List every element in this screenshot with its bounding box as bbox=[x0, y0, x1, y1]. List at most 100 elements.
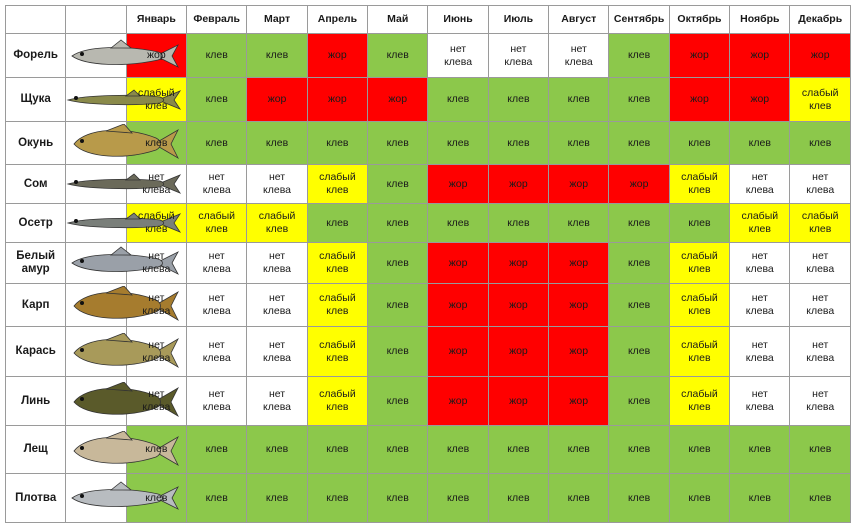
bite-status-label: клев bbox=[386, 256, 409, 269]
bite-status-label: клев bbox=[627, 491, 651, 504]
bite-status-cell: клев bbox=[487, 77, 550, 122]
bite-status-cell: клев bbox=[608, 242, 670, 284]
bite-status-label: клев bbox=[386, 216, 409, 229]
bite-status-label: клев bbox=[688, 216, 711, 229]
bite-status-label: клев bbox=[145, 136, 168, 149]
bite-status-cell: нет клева bbox=[186, 326, 248, 377]
bite-status-cell: клев bbox=[246, 425, 308, 474]
bite-status-cell: нет клева bbox=[186, 376, 248, 426]
bite-status-label: жор bbox=[750, 93, 770, 105]
fish-picture-cell bbox=[65, 326, 180, 377]
month-header: Ноябрь bbox=[729, 5, 791, 34]
bite-status-cell: нет клева bbox=[487, 33, 550, 78]
bite-status-label: клев bbox=[446, 216, 470, 229]
bite-status-label: нет клева bbox=[263, 388, 292, 413]
bite-status-label: нет клева bbox=[444, 42, 473, 68]
bite-status-label: жор bbox=[509, 298, 528, 311]
fish-row: Белый амур нет клева нет клева нет клева сла… bbox=[4, 242, 851, 284]
bite-status-label: слабый клев bbox=[138, 210, 175, 235]
bite-status-label: слабый клев bbox=[681, 338, 718, 364]
bite-status-cell: клев bbox=[427, 203, 489, 243]
bite-status-cell: слабый клев bbox=[729, 203, 791, 243]
bite-status-label: жор bbox=[267, 93, 287, 105]
fish-row: Осетр слабый клев слабый клев слабый клев кл… bbox=[4, 203, 851, 243]
bite-status-label: клев bbox=[205, 93, 228, 105]
bite-status-label: клев bbox=[627, 93, 651, 105]
bite-status-label: клев bbox=[386, 491, 409, 504]
bite-status-label: слабый клев bbox=[198, 210, 236, 235]
bite-status-label: нет клева bbox=[202, 171, 231, 196]
bite-status-label: жор bbox=[509, 394, 528, 407]
bite-status-cell: клев bbox=[729, 121, 791, 165]
bite-status-label: клев bbox=[326, 491, 349, 504]
bite-status-cell: слабый клев bbox=[668, 242, 731, 284]
bite-status-cell: клев bbox=[487, 473, 550, 523]
corner-cell bbox=[4, 5, 67, 34]
bite-status-label: жор bbox=[509, 256, 528, 269]
bite-status-label: слабый клев bbox=[741, 210, 779, 235]
bite-status-cell: клев bbox=[668, 121, 731, 165]
bite-status-cell: нет клева bbox=[186, 242, 248, 284]
carp-icon bbox=[73, 286, 180, 322]
bite-status-cell: клев bbox=[608, 425, 670, 474]
bite-status-label: нет клева bbox=[806, 250, 835, 275]
bite-status-cell: слабый клев bbox=[246, 203, 308, 243]
fish-row: Щука слабый клев клев жор жор жор клев клев клев… bbox=[4, 77, 851, 122]
bite-status-cell: клев bbox=[729, 473, 791, 523]
fish-name: Лещ bbox=[4, 425, 67, 474]
fish-picture-cell bbox=[65, 203, 182, 243]
bite-status-cell: нет клева bbox=[729, 376, 791, 426]
bite-status-label: нет клева bbox=[806, 292, 835, 317]
bite-status-cell: жор bbox=[548, 164, 610, 204]
bite-status-label: слабый клев bbox=[681, 388, 718, 413]
month-header: Январь bbox=[125, 5, 188, 34]
bite-status-cell: жор bbox=[427, 376, 489, 426]
bite-status-cell: жор bbox=[729, 77, 791, 122]
bite-status-label: клев bbox=[386, 49, 409, 61]
fish-name: Линь bbox=[4, 376, 67, 426]
bite-status-cell: нет клева bbox=[125, 164, 188, 204]
bite-status-label: клев bbox=[567, 216, 590, 229]
bite-status-cell: клев bbox=[125, 425, 188, 474]
bite-status-label: клев bbox=[326, 443, 349, 455]
bite-status-cell: клев bbox=[306, 121, 369, 165]
fish-picture-cell bbox=[65, 33, 180, 78]
bite-status-label: нет клева bbox=[745, 388, 774, 413]
fish-name: Карась bbox=[4, 326, 67, 377]
bite-status-label: клев bbox=[507, 136, 530, 149]
fish-picture-cell bbox=[65, 164, 182, 204]
bite-status-cell: клев bbox=[668, 203, 731, 243]
bite-status-label: клев bbox=[326, 216, 349, 229]
bite-status-cell: нет клева bbox=[729, 242, 791, 284]
bite-status-cell: жор bbox=[548, 326, 610, 377]
bite-status-label: клев bbox=[627, 298, 651, 311]
fish-row: Сом нет клева нет клева нет клева слабый кле… bbox=[4, 164, 851, 204]
bite-status-label: жор bbox=[810, 49, 830, 61]
bite-status-cell: жор bbox=[487, 164, 550, 204]
bite-status-cell: нет клева bbox=[729, 326, 791, 377]
fish-row: Лещ клев клев клев клев клев клев клев клев клев к… bbox=[4, 425, 851, 474]
bite-status-label: клев bbox=[205, 136, 228, 149]
bite-status-cell: клев bbox=[186, 77, 248, 122]
bite-status-label: клев bbox=[567, 443, 590, 455]
bite-status-label: жор bbox=[147, 49, 166, 61]
bite-status-label: клев bbox=[809, 443, 832, 455]
bite-status-cell: нет клева bbox=[125, 326, 188, 377]
bite-status-cell: жор bbox=[427, 283, 489, 327]
month-header: Июль bbox=[487, 5, 550, 34]
bite-status-label: клев bbox=[205, 443, 228, 455]
bite-status-label: жор bbox=[448, 256, 468, 269]
bite-status-label: клев bbox=[567, 136, 590, 149]
bite-status-label: нет клева bbox=[806, 171, 835, 196]
bite-status-label: клев bbox=[748, 443, 771, 455]
bite-status-cell: слабый клев bbox=[306, 326, 369, 377]
month-header: Июнь bbox=[427, 5, 489, 34]
month-header: Август bbox=[548, 5, 610, 34]
bite-status-label: клев bbox=[507, 93, 530, 105]
bite-status-label: жор bbox=[690, 93, 709, 105]
bite-status-label: жор bbox=[448, 394, 468, 407]
bite-status-label: слабый клев bbox=[801, 86, 839, 112]
bite-status-label: нет клева bbox=[263, 338, 292, 364]
bite-status-cell: клев bbox=[367, 425, 429, 474]
bite-status-label: нет клева bbox=[142, 250, 171, 275]
